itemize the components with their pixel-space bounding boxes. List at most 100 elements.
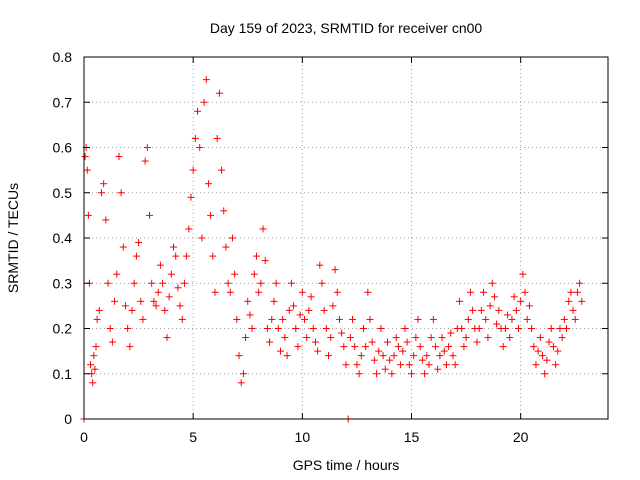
data-point: [172, 252, 180, 260]
data-point: [211, 288, 219, 296]
data-point: [571, 315, 579, 323]
data-point: [296, 311, 304, 319]
data-point: [298, 288, 306, 296]
data-point: [222, 243, 230, 251]
data-point: [224, 279, 232, 287]
data-point: [309, 325, 317, 332]
data-point: [180, 279, 188, 287]
data-point: [294, 343, 302, 351]
data-point: [178, 315, 186, 323]
data-point: [414, 315, 422, 323]
data-point: [226, 288, 234, 296]
data-point: [87, 361, 95, 369]
data-point: [246, 311, 254, 319]
data-point: [111, 297, 119, 305]
data-point: [235, 352, 243, 360]
data-point: [490, 293, 498, 301]
data-point: [349, 315, 357, 323]
data-point: [482, 315, 490, 323]
data-point: [375, 347, 383, 355]
data-point: [403, 338, 411, 346]
data-point: [329, 302, 337, 310]
data-point: [412, 334, 420, 342]
data-point: [528, 325, 536, 332]
data-point: [447, 329, 455, 337]
data-point: [102, 216, 110, 224]
data-point: [290, 302, 298, 310]
data-point: [121, 302, 129, 310]
data-point: [410, 352, 418, 360]
data-point: [231, 270, 239, 278]
data-point: [543, 356, 551, 364]
data-point: [130, 279, 138, 287]
data-point: [565, 297, 573, 305]
data-point: [137, 297, 145, 305]
data-point: [460, 343, 468, 351]
data-point: [327, 334, 335, 342]
data-point: [425, 361, 433, 369]
data-point: [161, 306, 169, 314]
data-point: [364, 288, 372, 296]
data-point: [174, 284, 182, 292]
data-point: [113, 270, 121, 278]
data-point: [97, 189, 105, 197]
data-point: [421, 370, 429, 378]
data-point: [355, 370, 363, 378]
data-point: [523, 315, 531, 323]
data-point: [517, 297, 525, 305]
data-point: [335, 315, 343, 323]
data-point: [187, 193, 195, 201]
y-tick-label: 0.2: [53, 321, 73, 337]
data-point: [560, 315, 568, 323]
data-point: [510, 293, 518, 301]
data-point: [266, 338, 274, 346]
data-point: [183, 252, 191, 260]
data-point: [357, 352, 365, 360]
data-point: [170, 243, 178, 251]
data-point: [475, 325, 483, 332]
data-point: [272, 279, 280, 287]
data-point: [189, 166, 197, 174]
data-point: [200, 98, 208, 106]
data-point: [100, 180, 108, 188]
data-point: [90, 352, 98, 360]
data-point: [215, 89, 223, 97]
data-point: [331, 266, 339, 274]
data-point: [263, 325, 271, 332]
data-point: [213, 134, 221, 142]
data-point: [493, 320, 501, 328]
data-point: [303, 334, 311, 342]
data-point: [397, 361, 405, 369]
data-point: [536, 334, 544, 342]
data-point: [207, 211, 215, 219]
data-point: [128, 306, 136, 314]
data-point: [126, 343, 134, 351]
data-point: [237, 379, 245, 387]
data-point: [388, 370, 396, 378]
data-point: [333, 288, 341, 296]
data-point: [427, 334, 435, 342]
data-point: [143, 144, 151, 151]
axis-ticks: 0 0.1 0.2 0.3 0.4 0.5 0.6 0.7 0.8 0 5 10 15 20: [53, 49, 608, 445]
data-point: [322, 325, 330, 332]
data-point: [115, 153, 123, 161]
data-point: [198, 234, 206, 242]
data-point: [362, 343, 370, 351]
data-point: [135, 239, 143, 247]
data-point: [196, 144, 204, 151]
data-point: [252, 252, 260, 260]
data-point: [220, 207, 228, 215]
y-tick-label: 0.1: [53, 366, 73, 382]
data-point: [351, 343, 359, 351]
data-point: [292, 325, 300, 332]
data-point: [124, 325, 132, 332]
data-point: [81, 153, 89, 161]
data-point: [521, 288, 529, 296]
data-point: [578, 297, 586, 305]
data-point: [373, 370, 381, 378]
data-point: [139, 315, 147, 323]
data-point: [242, 334, 250, 342]
data-point: [104, 279, 112, 287]
data-point: [445, 343, 453, 351]
data-point: [394, 343, 402, 351]
